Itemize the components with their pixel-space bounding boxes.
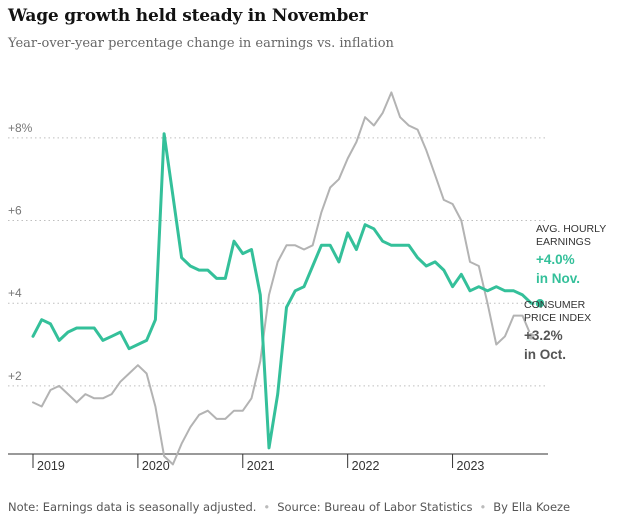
x-tick-label: 2019 <box>37 459 65 473</box>
x-tick-label: 2022 <box>352 459 380 473</box>
gridlines <box>8 137 548 387</box>
y-tick-label: +6 <box>8 204 22 218</box>
cpi-label-caption: CONSUMER <box>524 299 586 311</box>
x-axis: 2019 2020 2021 2022 2023 <box>8 453 548 473</box>
footer-note: Note: Earnings data is seasonally adjust… <box>8 500 257 514</box>
earnings-end-dot <box>534 297 546 309</box>
footer-source: Source: Bureau of Labor Statistics <box>277 500 473 514</box>
earnings-label-caption: EARNINGS <box>536 236 591 248</box>
series-lines <box>31 91 546 466</box>
y-tick-label: +2 <box>8 369 22 383</box>
earnings-label-caption: AVG. HOURLY <box>536 223 606 235</box>
footer-separator: • <box>479 500 487 514</box>
cpi-label-value: +3.2% <box>524 328 563 343</box>
cpi-label-caption: PRICE INDEX <box>524 312 591 324</box>
chart-subtitle: Year-over-year percentage change in earn… <box>8 36 394 51</box>
cpi-end-dot <box>526 331 536 342</box>
y-tick-label: +8% <box>8 121 33 135</box>
chart-title: Wage growth held steady in November <box>8 6 368 26</box>
cpi-line <box>32 91 533 466</box>
x-tick-label: 2023 <box>457 459 485 473</box>
earnings-line <box>31 132 542 450</box>
earnings-label-period: in Nov. <box>536 271 580 286</box>
cpi-label-period: in Oct. <box>524 347 566 362</box>
earnings-label-value: +4.0% <box>536 252 575 267</box>
x-tick-label: 2020 <box>142 459 170 473</box>
footer-separator: • <box>263 500 271 514</box>
x-tick-label: 2021 <box>247 459 275 473</box>
y-axis-ticks: +8% +6 +4 +2 <box>8 121 33 383</box>
footer-byline: By Ella Koeze <box>493 500 571 514</box>
y-tick-label: +4 <box>8 286 22 300</box>
chart-footer: Note: Earnings data is seasonally adjust… <box>8 500 624 514</box>
